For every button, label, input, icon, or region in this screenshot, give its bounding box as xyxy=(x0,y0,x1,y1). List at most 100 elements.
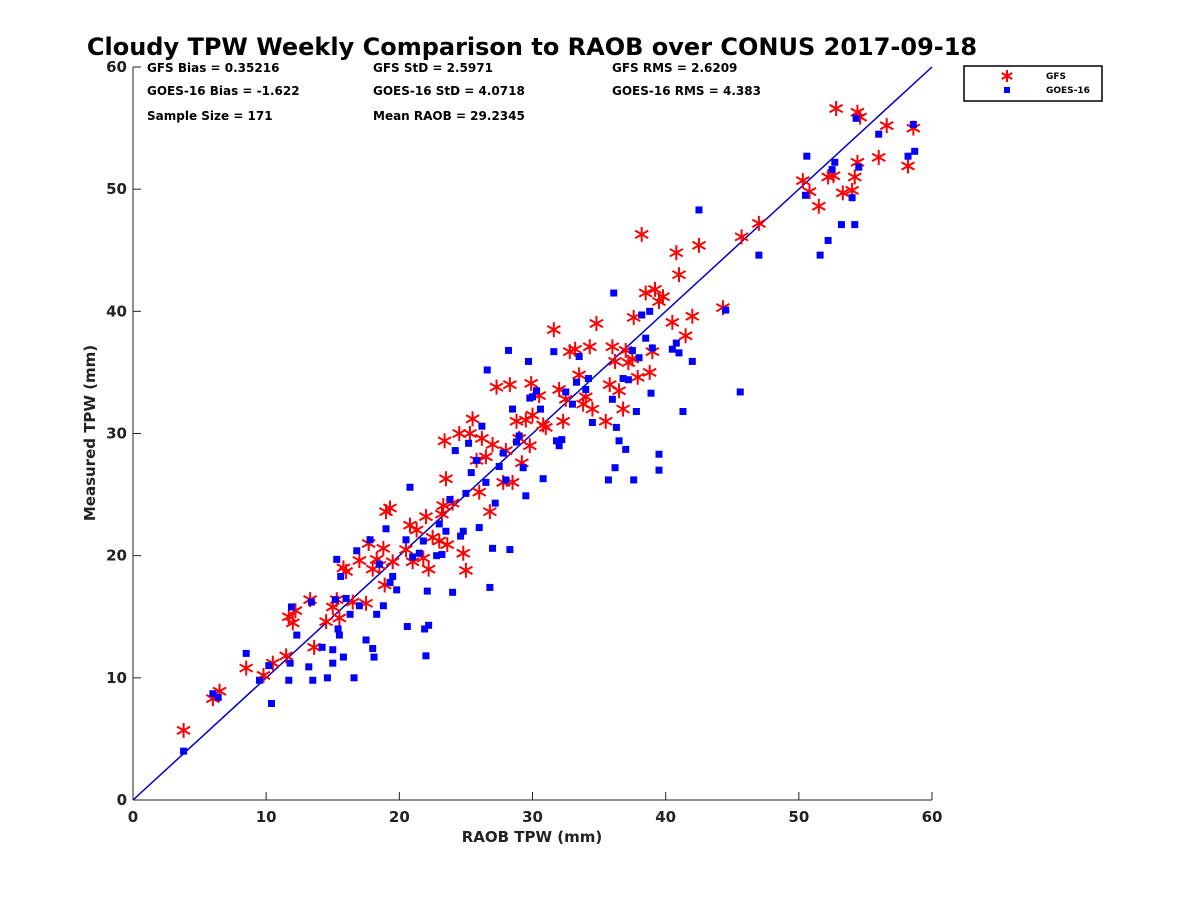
data-point xyxy=(456,545,471,561)
data-point xyxy=(286,659,294,667)
data-point xyxy=(362,636,370,644)
data-point xyxy=(446,495,454,503)
data-point xyxy=(568,341,583,357)
data-point xyxy=(879,118,894,134)
data-point xyxy=(688,357,696,365)
data-point xyxy=(472,484,487,500)
stat-text: GFS RMS = 2.6209 xyxy=(612,61,737,75)
data-point xyxy=(546,322,561,338)
data-point xyxy=(848,194,856,202)
reference-line-layer xyxy=(132,66,933,801)
data-point xyxy=(382,525,390,533)
data-point xyxy=(828,166,836,174)
data-point xyxy=(474,430,489,446)
points-layer xyxy=(176,101,921,755)
data-point xyxy=(305,663,313,671)
data-point xyxy=(829,101,844,117)
data-point xyxy=(529,393,536,401)
data-point xyxy=(434,506,449,522)
x-tick-label: 60 xyxy=(922,808,943,826)
data-point xyxy=(722,306,730,314)
data-point xyxy=(242,649,250,657)
y-axis-label: Measured TPW (mm) xyxy=(81,345,99,521)
data-point xyxy=(647,389,655,397)
stat-text: GFS StD = 2.5971 xyxy=(373,61,493,75)
data-point xyxy=(440,537,455,553)
data-point xyxy=(572,378,580,386)
data-point xyxy=(638,311,646,319)
x-tick-label: 40 xyxy=(655,808,676,826)
data-point xyxy=(279,648,294,664)
data-point xyxy=(751,215,766,231)
data-point xyxy=(421,561,436,577)
data-point xyxy=(628,346,636,354)
data-point xyxy=(319,614,334,630)
data-point xyxy=(695,206,703,214)
data-point xyxy=(415,549,423,557)
data-point xyxy=(409,553,417,561)
data-point xyxy=(403,623,411,631)
data-point xyxy=(353,547,361,555)
one-to-one-line xyxy=(132,66,933,801)
data-point xyxy=(562,388,570,396)
stats-block: GFS Bias = 0.35216 GFS StD = 2.5971 GFS RM… xyxy=(147,61,761,123)
data-point xyxy=(811,198,826,214)
data-point xyxy=(589,316,604,332)
data-point xyxy=(672,339,680,347)
data-point xyxy=(634,226,649,242)
data-point xyxy=(525,357,533,365)
data-point xyxy=(352,553,367,569)
data-point xyxy=(385,554,400,570)
data-point xyxy=(459,527,467,535)
data-point xyxy=(626,309,641,325)
data-point xyxy=(332,610,347,626)
data-point xyxy=(642,364,657,380)
data-point xyxy=(436,498,451,514)
data-point xyxy=(575,353,583,361)
data-point xyxy=(509,405,517,413)
y-tick-label: 0 xyxy=(117,791,127,809)
data-point xyxy=(515,432,523,440)
data-point xyxy=(350,674,358,682)
stat-text: GOES-16 RMS = 4.383 xyxy=(612,84,761,98)
data-point xyxy=(755,251,763,259)
y-tick-label: 30 xyxy=(106,425,127,443)
series-gfs xyxy=(176,101,921,738)
data-point xyxy=(671,267,687,283)
legend-marker xyxy=(1001,70,1013,82)
axes: 0 10 20 30 40 50 60 0 10 20 30 40 50 60 xyxy=(106,58,942,826)
data-point xyxy=(402,536,410,544)
data-point xyxy=(835,185,850,201)
data-point xyxy=(655,289,671,305)
data-point xyxy=(329,659,337,667)
y-tick-label: 20 xyxy=(106,547,127,565)
data-point xyxy=(630,476,638,484)
data-point xyxy=(568,400,576,408)
data-point xyxy=(437,433,452,449)
x-tick-label: 10 xyxy=(256,808,277,826)
data-point xyxy=(337,572,345,580)
data-point xyxy=(422,652,430,660)
data-point xyxy=(482,504,497,520)
data-point xyxy=(525,407,540,423)
x-tick-label: 50 xyxy=(788,808,809,826)
data-point xyxy=(736,388,744,396)
data-point xyxy=(467,469,475,477)
y-tick-label: 50 xyxy=(106,180,127,198)
data-point xyxy=(239,660,254,676)
data-point xyxy=(458,562,473,578)
data-point xyxy=(635,354,643,362)
chart-title: Cloudy TPW Weekly Comparison to RAOB ove… xyxy=(87,33,977,61)
data-point xyxy=(622,445,630,453)
data-point xyxy=(678,328,693,344)
data-point xyxy=(852,114,860,122)
data-point xyxy=(679,408,687,416)
x-tick-label: 30 xyxy=(522,808,543,826)
data-point xyxy=(615,437,623,445)
data-point xyxy=(465,411,480,427)
data-point xyxy=(824,236,832,244)
data-point xyxy=(556,413,571,429)
data-point xyxy=(265,662,273,670)
series-goes-16 xyxy=(180,114,919,755)
